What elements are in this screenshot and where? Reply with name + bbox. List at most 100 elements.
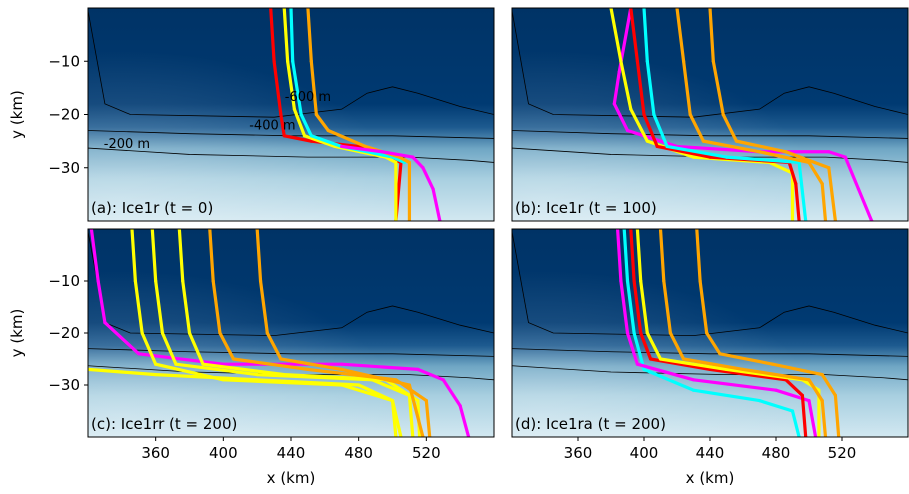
panel-label: (c): Ice1rr (t = 200) [91,415,237,433]
panel-1: -600 m -400 m -200 m (a): Ice1r (t = 0) −10 −… [8,7,495,222]
trajectory-point [416,367,420,371]
trajectory-point [309,139,313,143]
contour-200 [512,147,908,163]
trajectory-point [309,134,313,138]
trajectory-line-3 [629,229,808,437]
trajectory-line-3 [629,8,801,221]
panel-4: (d): Ice1ra (t = 200) 360 400 440 480 520 x (k… [511,228,909,487]
trajectory-point [639,331,643,335]
trajectory-point [691,388,696,392]
trajectory-point [800,393,805,397]
trajectory-point [774,388,778,392]
trajectory-point [632,279,636,283]
x-tick-label: 400 [630,444,659,462]
trajectory-point [231,357,236,361]
trajectory-point [705,331,709,335]
trajectory-point [655,144,659,149]
x-tick-label: 360 [141,444,170,462]
y-tick-label: −10 [48,272,80,290]
trajectory-point [306,367,310,371]
trajectory-point [96,279,100,283]
trajectory-point [658,357,663,361]
trajectory-point [137,352,141,356]
trajectory-point [619,279,623,283]
x-tick-label: 480 [762,444,791,462]
axes-frame [511,7,909,222]
plot-area [512,229,908,437]
trajectory-point [625,331,630,335]
trajectory-point [140,331,144,335]
trajectory-point [309,59,313,63]
contour-600 [512,10,908,118]
trajectory-point [363,144,368,149]
trajectory-point [340,144,344,149]
trajectory-point [390,399,395,403]
trajectory-point [718,352,722,356]
trajectory-point [625,279,630,283]
y-tick-label: −30 [48,159,80,177]
trajectory-point [279,112,283,117]
trajectory-point [416,399,420,403]
trajectory-point [724,155,729,159]
panel-2: (b): Ice1r (t = 100) [511,7,909,222]
trajectory-point [820,373,824,377]
x-axis-label: x (km) [267,469,316,487]
x-tick-label: 440 [277,444,306,462]
trajectory-point [154,279,158,283]
trajectory-point [612,102,616,106]
plot-area [88,229,494,437]
trajectory-point [258,279,263,283]
trajectory-point [708,367,712,371]
trajectory-point [282,373,286,377]
y-tick-label: −20 [48,324,80,342]
trajectory-point [817,388,821,392]
trajectory-point [340,362,344,366]
trajectory-point [619,59,623,63]
trajectory-point [291,59,295,63]
trajectory-point [160,331,165,335]
trajectory-point [326,128,330,133]
trajectory-point [302,134,307,138]
trajectory-point [431,187,435,191]
trajectory-line-5 [675,8,828,221]
contour-600 [88,10,494,118]
trajectory-point [691,155,696,159]
trajectory-point [642,112,646,117]
trajectory-point [314,112,318,117]
contour-400 [88,348,494,357]
trajectory-line-6 [695,229,841,437]
contour-400 [512,130,908,139]
trajectory-line-5 [340,144,442,221]
trajectory-point [357,383,361,387]
trajectory-point [174,362,178,366]
trajectory-point [784,150,788,154]
trajectory-point [221,362,225,366]
plot-area [88,8,494,221]
trajectory-point [441,378,445,382]
trajectory-point [682,59,686,63]
trajectory-point [411,155,415,159]
trajectory-point [794,182,798,186]
trajectory-point [662,279,666,283]
trajectory-point [827,166,831,170]
trajectory-point [642,367,646,371]
trajectory-point [407,383,412,387]
trajectory-point [721,112,725,117]
x-tick-label: 480 [344,444,373,462]
trajectory-point [458,404,462,408]
trajectory-point [708,155,712,159]
trajectory-point [218,331,222,335]
trajectory-point [757,150,762,154]
trajectory-point [340,383,344,387]
trajectory-line-3 [130,229,403,437]
trajectory-point [103,321,107,325]
x-tick-label: 520 [412,444,441,462]
y-tick-label: −10 [48,52,80,70]
trajectory-point [790,409,795,413]
x-tick-label: 400 [209,444,238,462]
trajectory-point [741,367,745,371]
bathymetry-shade [512,229,908,437]
trajectory-point [255,373,259,377]
trajectory-point [292,107,296,111]
y-tick-label: −20 [48,106,80,124]
